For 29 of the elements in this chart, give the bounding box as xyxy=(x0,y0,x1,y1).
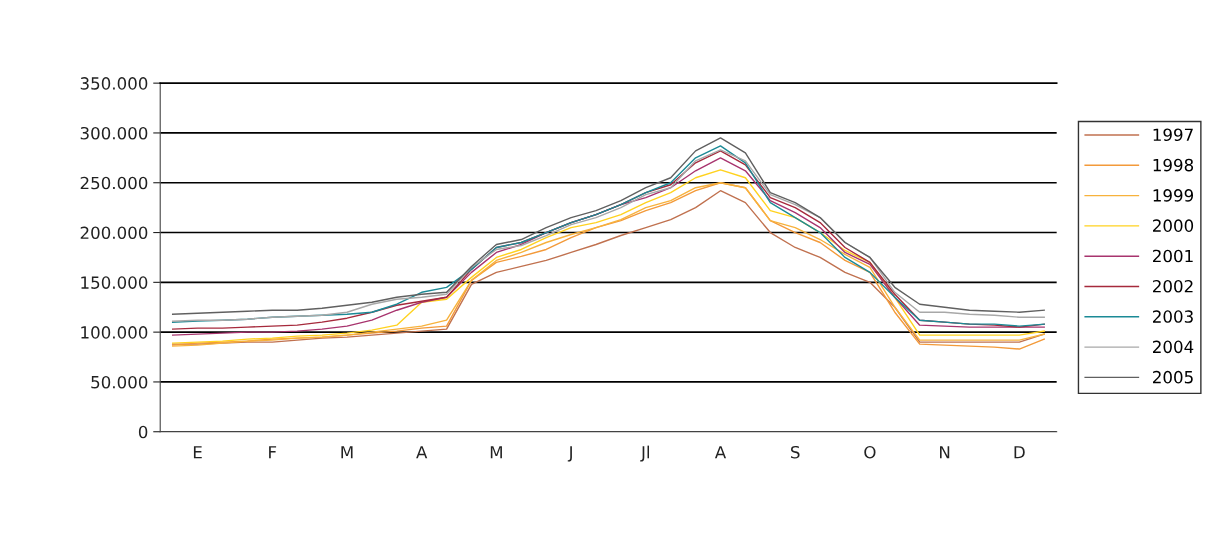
legend-label: 2003 xyxy=(1153,310,1193,323)
x-tick-label: M xyxy=(341,446,353,459)
y-tick-label: 0 xyxy=(138,425,148,439)
legend-label: 1997 xyxy=(1153,128,1193,142)
y-tick-label: 300.000 xyxy=(80,126,148,140)
x-tick-label: N xyxy=(940,446,950,459)
legend-label: 2004 xyxy=(1153,340,1194,354)
x-tick-label: Jl xyxy=(640,445,649,462)
legend-label: 1999 xyxy=(1153,189,1194,202)
y-tick-label: 50.000 xyxy=(91,375,148,389)
x-tick-label: A xyxy=(714,446,727,459)
x-tick-label: F xyxy=(269,446,277,459)
x-tick-label: S xyxy=(791,445,800,459)
legend-label: 1998 xyxy=(1153,158,1194,172)
x-tick-label: E xyxy=(193,446,202,459)
x-tick-label: J xyxy=(567,446,572,462)
x-tick-label: D xyxy=(1014,446,1025,459)
y-tick-label: 100.000 xyxy=(81,326,148,339)
x-tick-label: O xyxy=(864,445,876,459)
legend-label: 2002 xyxy=(1153,279,1193,293)
legend-label: 2001 xyxy=(1153,249,1193,263)
y-tick-label: 150.000 xyxy=(81,276,148,289)
legend-label: 2000 xyxy=(1153,219,1194,232)
y-tick-label: 350.000 xyxy=(80,77,148,90)
x-tick-label: M xyxy=(490,446,502,459)
x-tick-label: A xyxy=(416,446,428,459)
legend-label: 2005 xyxy=(1153,370,1193,384)
y-tick-label: 250.000 xyxy=(80,176,148,190)
y-tick-label: 200.000 xyxy=(80,226,148,240)
